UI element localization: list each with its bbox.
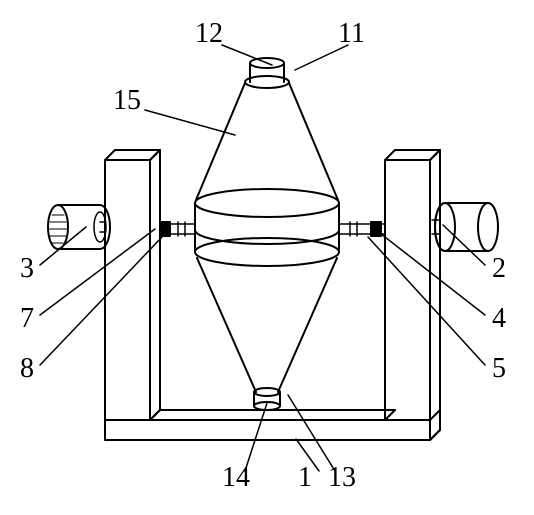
label-14: 14 bbox=[222, 462, 250, 494]
label-3: 3 bbox=[20, 253, 34, 285]
diagram-svg bbox=[0, 0, 534, 515]
left-knob bbox=[48, 205, 110, 249]
label-8: 8 bbox=[20, 353, 34, 385]
base-bar bbox=[105, 410, 440, 440]
label-7: 7 bbox=[20, 303, 34, 335]
label-1: 1 bbox=[298, 462, 312, 494]
label-4: 4 bbox=[492, 303, 506, 335]
label-2: 2 bbox=[492, 253, 506, 285]
left-shaft bbox=[160, 222, 195, 236]
left-pillar bbox=[105, 150, 160, 420]
label-15: 15 bbox=[113, 85, 141, 117]
label-5: 5 bbox=[492, 353, 506, 385]
vessel bbox=[195, 58, 339, 410]
leader-lines bbox=[40, 45, 485, 471]
right-motor bbox=[432, 203, 498, 251]
right-pillar bbox=[385, 150, 440, 440]
right-shaft bbox=[340, 222, 385, 236]
label-11: 11 bbox=[338, 18, 365, 50]
label-12: 12 bbox=[195, 18, 223, 50]
figure-container: 12 11 15 3 7 8 2 4 5 14 1 13 bbox=[0, 0, 534, 515]
label-13: 13 bbox=[328, 462, 356, 494]
